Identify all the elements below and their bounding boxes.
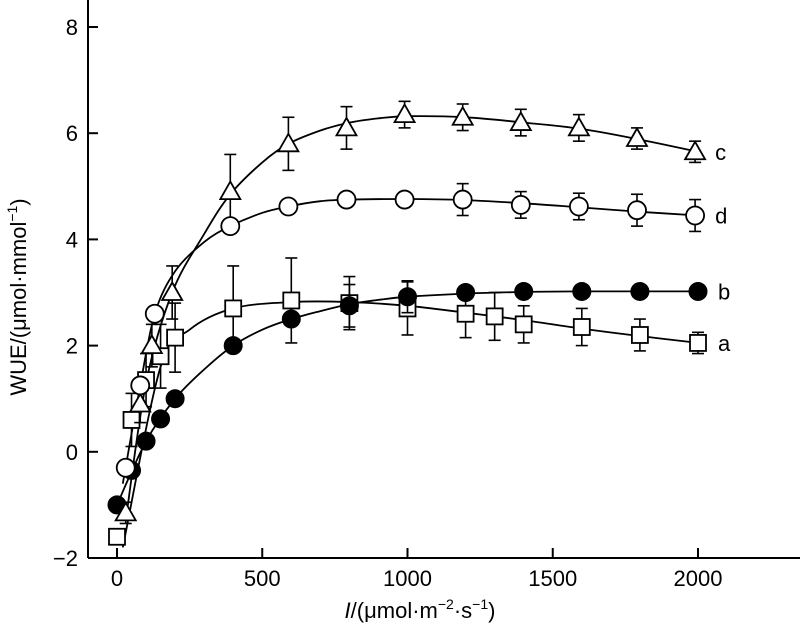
data-point-a [572, 318, 591, 336]
x-axis-title-mid: ·s [454, 598, 472, 623]
series-d [115, 182, 705, 478]
data-point-d [452, 189, 473, 210]
y-axis-title-sup: −1 [4, 205, 20, 221]
data-point-d [278, 196, 299, 217]
data-point-c [114, 501, 138, 522]
data-point-d [568, 196, 589, 217]
x-tick-label: 0 [111, 566, 123, 591]
data-point-a [514, 315, 533, 334]
fit-curve-c [124, 115, 699, 521]
y-tick-label: 0 [66, 440, 78, 465]
data-point-c [451, 105, 475, 126]
data-point-a [282, 291, 301, 310]
data-point-b [151, 409, 171, 429]
data-point-d [115, 457, 136, 478]
data-point-d [220, 216, 241, 237]
y-axis-title: WUE/(μmol·mmol−1) [4, 198, 31, 395]
data-point-a [224, 299, 243, 318]
data-point-c [393, 102, 417, 124]
data-point-b [136, 431, 156, 451]
data-point-a [166, 328, 185, 347]
data-point-a [689, 334, 707, 352]
data-point-c [567, 116, 591, 137]
data-point-b [165, 389, 185, 409]
x-axis-title-variable: I [345, 598, 351, 623]
x-axis-title-unit: /(μmol·m [351, 598, 438, 623]
fit-curve-a [121, 300, 699, 548]
data-point-d [130, 375, 151, 396]
x-tick-label: 2000 [674, 566, 723, 591]
data-point-a [108, 527, 126, 546]
plot-area [107, 100, 708, 548]
series-label-b: b [718, 279, 730, 304]
x-axis-title-end: ) [488, 598, 495, 623]
series-label-a: a [718, 331, 731, 356]
y-tick-label: 8 [66, 15, 78, 40]
data-point-a [631, 326, 649, 344]
data-point-b [630, 281, 650, 301]
x-tick-label: 1500 [528, 566, 577, 591]
y-tick-label: −2 [53, 546, 78, 571]
series-label-c: c [715, 140, 726, 165]
data-point-b [339, 296, 359, 316]
series-labels: a b c d [715, 140, 731, 356]
data-point-d [685, 205, 705, 226]
data-point-c [140, 333, 164, 355]
ticks: 0 500 1000 1500 2000 −2 0 2 4 6 8 [53, 15, 723, 591]
data-point-b [572, 281, 592, 301]
y-axis-title-main: WUE/(μmol·mmol [6, 222, 31, 396]
axes [87, 0, 800, 559]
x-axis-title: I/(μmol·m−2·s−1) [345, 596, 496, 623]
data-point-c [509, 110, 533, 131]
data-point-a [485, 307, 504, 326]
data-point-c [334, 116, 359, 137]
series-label-d: d [715, 204, 727, 229]
data-point-d [336, 189, 357, 210]
x-axis-title-sup2: −1 [472, 596, 488, 612]
data-point-b [456, 283, 476, 302]
data-point-a [122, 411, 141, 429]
x-axis-title-sup1: −2 [438, 596, 454, 612]
data-point-d [144, 303, 165, 324]
y-tick-label: 2 [66, 334, 78, 359]
data-point-b [398, 287, 417, 307]
fit-curve-d [121, 198, 699, 484]
data-point-c [276, 132, 300, 153]
data-point-c [128, 392, 152, 413]
data-point-b [688, 281, 708, 301]
data-point-d [394, 189, 415, 210]
data-point-c [625, 126, 649, 147]
y-tick-label: 6 [66, 121, 78, 146]
data-point-a [456, 304, 475, 323]
x-tick-label: 1000 [383, 566, 432, 591]
x-tick-label: 500 [244, 566, 281, 591]
data-point-b [514, 281, 534, 301]
y-axis-title-end: ) [6, 198, 31, 205]
data-point-c [683, 139, 707, 161]
data-point-c [218, 179, 242, 201]
data-point-b [281, 309, 301, 329]
data-point-b [223, 336, 243, 356]
data-point-c [160, 280, 184, 301]
data-point-d [510, 194, 531, 215]
y-tick-label: 4 [66, 227, 78, 252]
series-b [107, 280, 708, 515]
data-point-d [627, 200, 647, 221]
